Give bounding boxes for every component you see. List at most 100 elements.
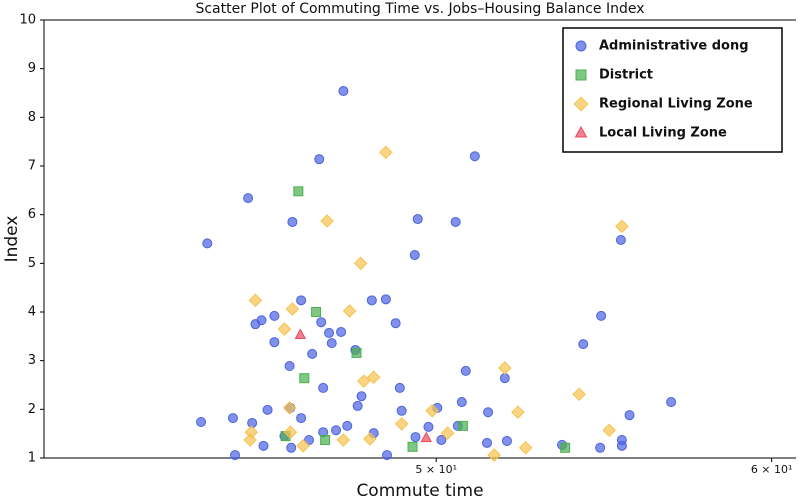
point: [412, 214, 423, 225]
point: [440, 426, 455, 440]
y-axis-label: Index: [2, 216, 22, 263]
point: [351, 347, 362, 358]
point: [256, 315, 267, 326]
point: [666, 397, 677, 408]
x-axis-label: Commute time: [356, 481, 483, 501]
legend-marker: [575, 69, 587, 81]
point: [394, 417, 409, 431]
point: [366, 370, 381, 384]
legend-marker: [575, 40, 587, 52]
point: [296, 295, 307, 306]
point: [262, 404, 273, 415]
legend-label: Administrative dong: [599, 39, 749, 54]
point: [293, 186, 304, 197]
point: [353, 256, 368, 271]
point: [615, 219, 629, 234]
y-tick-label: 3: [28, 353, 36, 368]
point: [202, 238, 213, 249]
x-tick-label: 6 × 10¹: [751, 463, 793, 476]
point: [483, 407, 494, 418]
point: [420, 431, 433, 443]
point: [338, 86, 349, 97]
point: [407, 441, 418, 452]
y-tick-label: 2: [28, 402, 36, 417]
point: [243, 433, 257, 447]
point: [285, 302, 300, 316]
point: [318, 382, 329, 393]
point: [230, 450, 241, 461]
y-tick-label: 4: [28, 305, 36, 320]
point: [324, 327, 335, 338]
point: [277, 322, 292, 336]
y-tick-label: 6: [28, 207, 36, 222]
point: [296, 413, 307, 424]
point: [282, 401, 297, 415]
y-tick-label: 8: [28, 110, 36, 125]
point: [460, 365, 471, 376]
chart-title: Scatter Plot of Commuting Time vs. Jobs–…: [195, 1, 644, 17]
point: [499, 373, 510, 384]
point: [560, 442, 571, 453]
point: [299, 373, 310, 384]
point: [518, 440, 533, 455]
legend-label: District: [599, 68, 653, 83]
legend-label: Regional Living Zone: [599, 97, 753, 112]
point: [394, 382, 405, 393]
point: [286, 442, 297, 453]
point: [602, 423, 616, 438]
point: [616, 440, 627, 451]
point: [326, 338, 337, 349]
point: [296, 439, 310, 453]
point: [596, 310, 607, 321]
point: [248, 293, 263, 308]
point: [381, 450, 392, 461]
point: [304, 434, 315, 445]
point: [436, 434, 447, 445]
point: [469, 151, 480, 162]
point: [423, 421, 434, 432]
point: [615, 234, 626, 245]
y-tick-label: 7: [28, 159, 36, 174]
point: [482, 437, 493, 448]
point: [320, 434, 331, 445]
point: [498, 361, 512, 375]
point: [380, 294, 391, 305]
point: [269, 310, 280, 321]
point: [572, 387, 586, 402]
point: [283, 425, 298, 439]
point: [269, 337, 280, 348]
point: [487, 448, 501, 462]
point: [595, 442, 606, 453]
point: [294, 328, 307, 339]
legend-label: Local Living Zone: [599, 126, 727, 141]
point: [425, 404, 439, 418]
point: [501, 435, 512, 446]
legend-marker: [573, 96, 589, 112]
point: [624, 410, 635, 421]
point: [314, 154, 325, 165]
point: [284, 361, 295, 372]
x-tick-label: 5 × 10¹: [415, 463, 457, 476]
point: [342, 304, 357, 318]
point: [379, 145, 393, 160]
point: [450, 216, 461, 227]
point: [287, 216, 298, 227]
point: [342, 420, 353, 431]
point: [363, 432, 377, 446]
point: [457, 420, 468, 431]
point: [336, 433, 351, 447]
point: [352, 400, 363, 411]
point: [316, 317, 327, 328]
point: [311, 307, 322, 317]
point: [227, 413, 238, 424]
point: [243, 193, 254, 204]
point: [456, 397, 467, 408]
point: [331, 425, 342, 436]
point: [396, 405, 407, 416]
y-tick-label: 1: [28, 451, 36, 466]
point: [196, 416, 207, 427]
point: [247, 417, 258, 428]
legend-box: [562, 27, 783, 153]
legend-marker: [574, 125, 588, 138]
